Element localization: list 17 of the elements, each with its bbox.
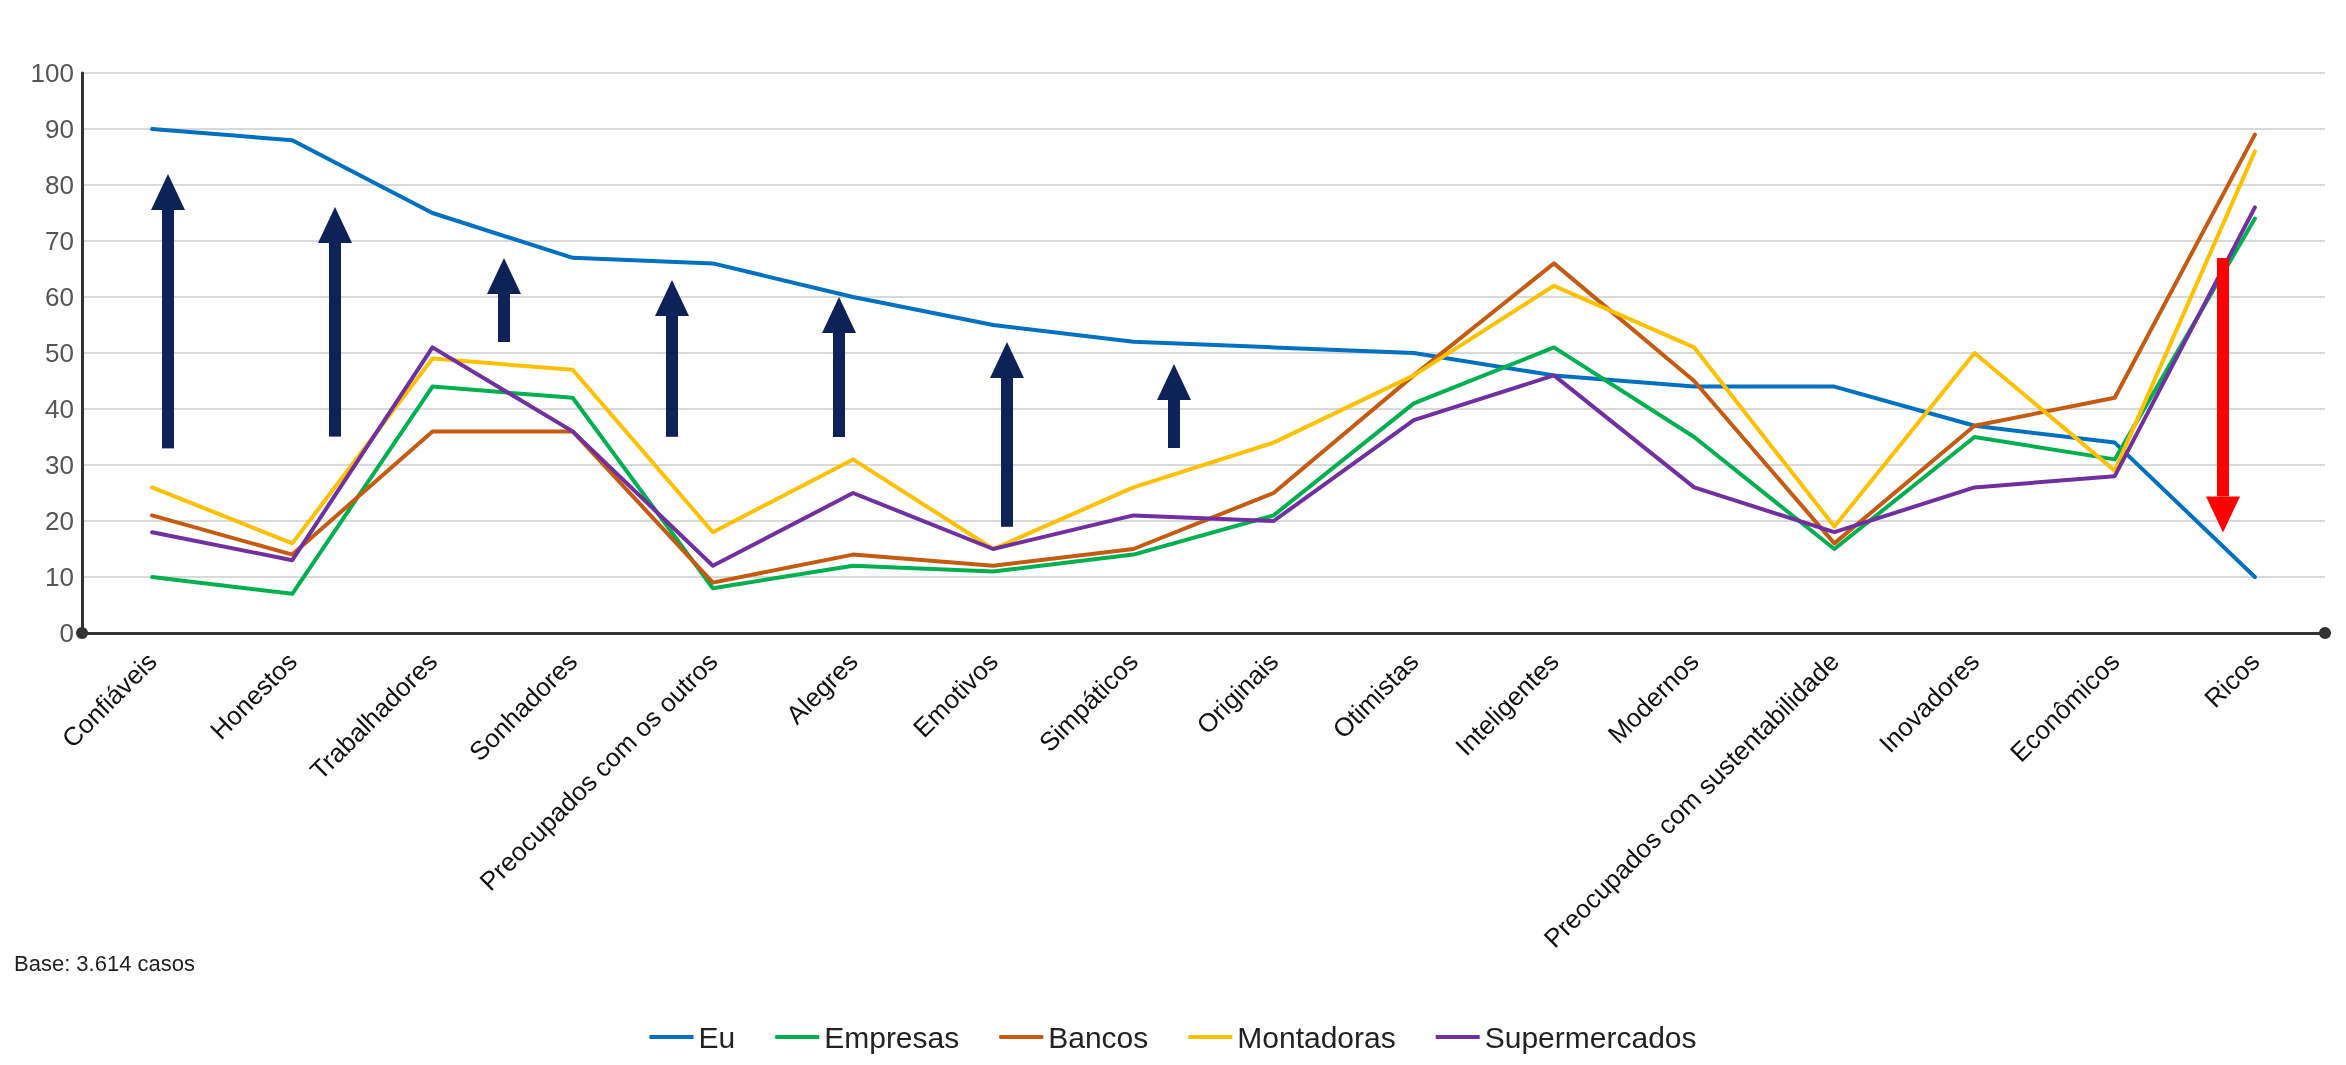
y-tick-label: 0: [59, 618, 74, 648]
y-tick-label: 80: [45, 170, 74, 200]
y-tick-label: 20: [45, 506, 74, 536]
legend-label: Bancos: [1048, 1020, 1149, 1054]
y-tick-label: 50: [45, 338, 74, 368]
legend-label: Eu: [698, 1020, 736, 1054]
y-tick-label: 60: [45, 282, 74, 312]
y-tick-label: 30: [45, 450, 74, 480]
y-tick-label: 100: [30, 58, 74, 88]
legend-label: Montadoras: [1237, 1020, 1396, 1054]
y-tick-label: 40: [45, 394, 74, 424]
legend-label: Supermercados: [1484, 1020, 1697, 1054]
y-tick-label: 90: [45, 114, 74, 144]
legend-label: Empresas: [824, 1020, 960, 1054]
y-tick-label: 10: [45, 562, 74, 592]
text: Base: 3.614 casos: [14, 950, 196, 976]
y-tick-label: 70: [45, 226, 74, 256]
